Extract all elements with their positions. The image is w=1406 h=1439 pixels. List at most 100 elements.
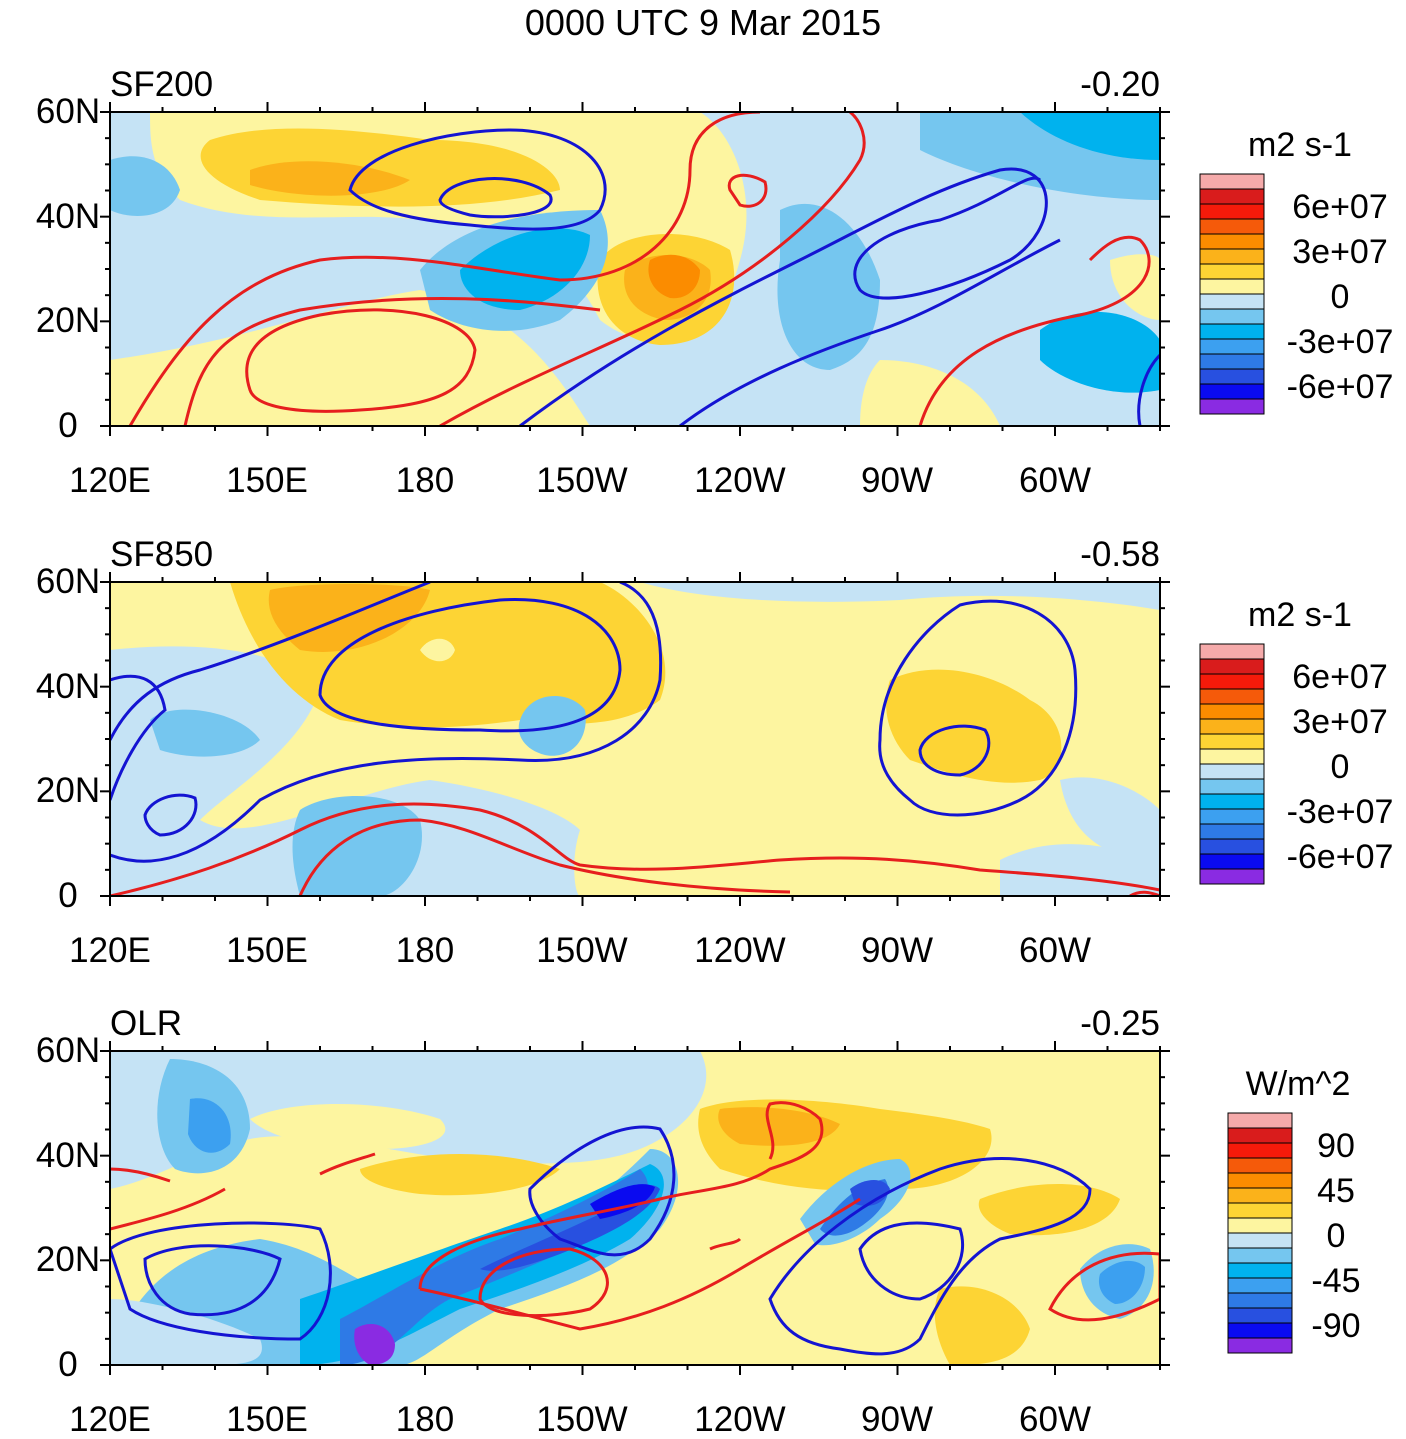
- colorbar-swatch: [1227, 1292, 1293, 1309]
- colorbar-swatch: [1227, 1307, 1293, 1324]
- figure-title: 0000 UTC 9 Mar 2015: [524, 2, 882, 43]
- olr-title: OLR: [110, 1004, 182, 1043]
- colorbar-swatch: [1199, 383, 1265, 400]
- colorbar-swatch: [1227, 1142, 1293, 1159]
- olr-value: -0.25: [1080, 1004, 1160, 1043]
- olr-ticks: [100, 1041, 1170, 1375]
- colorbar-swatch: [1199, 323, 1265, 340]
- colorbar-swatch: [1199, 398, 1265, 415]
- panel-sf850: SF850 -0.58 60N 40N 20N 0 120E 150E 180 …: [36, 535, 1394, 970]
- x-tick-label: 90W: [861, 1400, 933, 1439]
- x-tick-label: 60W: [1019, 931, 1091, 970]
- colorbar-label: 0: [1327, 1217, 1346, 1255]
- colorbar-swatch: [1199, 703, 1265, 720]
- colorbar-label: -6e+07: [1287, 838, 1394, 876]
- colorbar-swatch: [1227, 1127, 1293, 1144]
- colorbar-label: 45: [1317, 1172, 1355, 1210]
- sf850-colorbar-units: m2 s-1: [1248, 596, 1352, 634]
- colorbar-swatch: [1199, 688, 1265, 705]
- colorbar-label: -6e+07: [1287, 368, 1394, 406]
- colorbar-swatch: [1227, 1262, 1293, 1279]
- colorbar-swatch: [1199, 718, 1265, 735]
- colorbar-swatch: [1227, 1187, 1293, 1204]
- colorbar-swatch: [1199, 353, 1265, 370]
- colorbar-swatch: [1199, 658, 1265, 675]
- colorbar-swatch: [1227, 1232, 1293, 1249]
- colorbar-label: 0: [1331, 748, 1350, 786]
- colorbar-label: 3e+07: [1292, 703, 1388, 741]
- colorbar-swatch: [1227, 1247, 1293, 1264]
- x-tick-label: 180: [396, 461, 454, 500]
- sf850-colorbar: [1199, 643, 1265, 885]
- colorbar-swatch: [1199, 838, 1265, 855]
- colorbar-label: -45: [1311, 1262, 1360, 1300]
- colorbar-label: 6e+07: [1292, 658, 1388, 696]
- y-tick-label: 20N: [36, 301, 100, 340]
- sf200-title: SF200: [110, 65, 213, 104]
- x-tick-label: 150E: [226, 931, 308, 970]
- colorbar-swatch: [1199, 793, 1265, 810]
- colorbar-swatch: [1199, 823, 1265, 840]
- colorbar-swatch: [1199, 748, 1265, 765]
- y-tick-label: 40N: [36, 197, 100, 236]
- panel-olr: OLR -0.25 60N 40N 20N 0 120E 150E 180 15…: [36, 1004, 1361, 1439]
- x-tick-label: 90W: [861, 461, 933, 500]
- x-tick-label: 120E: [69, 1400, 151, 1439]
- y-tick-label: 60N: [36, 1031, 100, 1070]
- olr-colorbar: [1227, 1112, 1293, 1354]
- colorbar-label: -3e+07: [1287, 323, 1394, 361]
- colorbar-swatch: [1199, 338, 1265, 355]
- colorbar-swatch: [1199, 808, 1265, 825]
- colorbar-swatch: [1199, 293, 1265, 310]
- x-tick-label: 120E: [69, 931, 151, 970]
- panel-sf200: SF200 -0.20 60N 40N 20N 0 120E 150E 180 …: [36, 65, 1394, 500]
- x-tick-label: 150W: [536, 931, 627, 970]
- x-tick-label: 150E: [226, 1400, 308, 1439]
- x-tick-label: 120E: [69, 461, 151, 500]
- colorbar-swatch: [1227, 1217, 1293, 1234]
- sf850-title: SF850: [110, 535, 213, 574]
- y-tick-label: 0: [58, 876, 77, 915]
- colorbar-swatch: [1199, 233, 1265, 250]
- colorbar-swatch: [1199, 733, 1265, 750]
- colorbar-swatch: [1199, 673, 1265, 690]
- y-tick-label: 20N: [36, 771, 100, 810]
- colorbar-swatch: [1199, 203, 1265, 220]
- x-tick-label: 120W: [694, 1400, 785, 1439]
- colorbar-swatch: [1227, 1157, 1293, 1174]
- x-tick-label: 150E: [226, 461, 308, 500]
- colorbar-swatch: [1199, 763, 1265, 780]
- x-tick-label: 150W: [536, 1400, 627, 1439]
- sf200-colorbar: [1199, 173, 1265, 415]
- colorbar-label: 90: [1317, 1127, 1355, 1165]
- y-tick-label: 40N: [36, 667, 100, 706]
- colorbar-label: 6e+07: [1292, 188, 1388, 226]
- colorbar-swatch: [1199, 308, 1265, 325]
- colorbar-label: -3e+07: [1287, 793, 1394, 831]
- olr-colorbar-units: W/m^2: [1246, 1065, 1351, 1103]
- y-tick-label: 40N: [36, 1136, 100, 1175]
- sf850-ticks: [100, 572, 1170, 906]
- olr-field: [110, 1051, 1160, 1365]
- colorbar-swatch: [1227, 1172, 1293, 1189]
- sf850-value: -0.58: [1080, 535, 1160, 574]
- y-tick-label: 60N: [36, 562, 100, 601]
- x-tick-label: 90W: [861, 931, 933, 970]
- x-tick-label: 150W: [536, 461, 627, 500]
- x-tick-label: 180: [396, 1400, 454, 1439]
- colorbar-label: 3e+07: [1292, 233, 1388, 271]
- colorbar-swatch: [1199, 778, 1265, 795]
- x-tick-label: 60W: [1019, 1400, 1091, 1439]
- colorbar-swatch: [1227, 1277, 1293, 1294]
- colorbar-swatch: [1227, 1112, 1293, 1129]
- colorbar-swatch: [1199, 368, 1265, 385]
- y-tick-label: 20N: [36, 1240, 100, 1279]
- y-tick-label: 0: [58, 406, 77, 445]
- colorbar-swatch: [1227, 1337, 1293, 1354]
- x-tick-label: 180: [396, 931, 454, 970]
- sf200-ticks: [100, 102, 1170, 436]
- colorbar-label: 0: [1331, 278, 1350, 316]
- colorbar-swatch: [1199, 263, 1265, 280]
- colorbar-swatch: [1199, 643, 1265, 660]
